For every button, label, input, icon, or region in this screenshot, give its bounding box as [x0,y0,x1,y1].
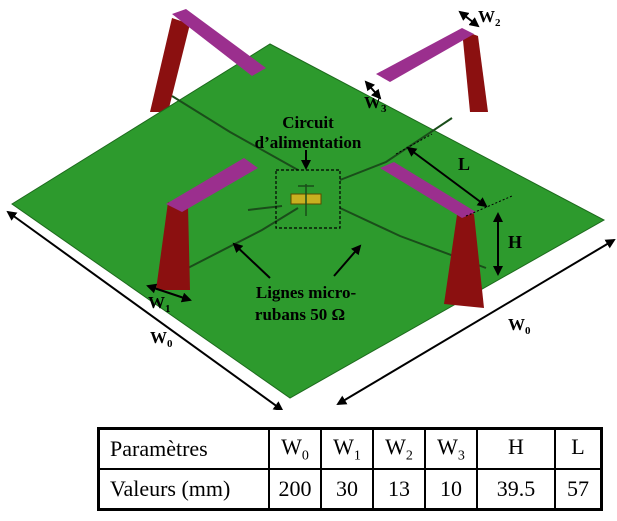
patch-arm-back-left [172,9,266,76]
value-cell: 13 [372,468,426,511]
w0-right-label: W0 [508,315,531,337]
row-header-params: Paramètres [97,427,270,470]
param-cell: L [554,427,603,470]
param-cell: H [476,427,556,470]
l-guide-top [395,133,433,155]
value-cell: 10 [424,468,478,511]
w1-arrow [146,283,192,303]
value-cell: 200 [268,468,322,511]
lines-label-line2: rubans 50 Ω [255,305,345,324]
l-arrow [406,146,488,208]
h-label: H [508,232,522,252]
w2-arrow [458,10,480,28]
l-guide-bottom [465,195,513,217]
circuit-label-line2: d’alimentation [255,133,362,152]
w3-arrow [364,80,382,100]
param-cell: W0 [268,427,322,470]
param-cell: W3 [424,427,478,470]
circuit-label-line1: Circuit [282,113,334,132]
feed-circuit-box [275,169,341,229]
lines-pointer-arrow-left [232,242,271,279]
patch-arm-back-right [376,28,474,82]
w2-label: W2 [478,7,501,29]
support-leg-back-right [462,30,488,112]
param-cell: W1 [320,427,374,470]
w0-left-label: W0 [150,328,173,350]
parameters-table: Paramètres W0 W1 W2 W3 H L Valeurs (mm) … [97,427,603,511]
w0-right-arrow [336,238,616,406]
lines-pointer-arrow-right [333,244,362,277]
value-cell: 57 [554,468,603,511]
antenna-diagram: Circuit d’alimentation Lignes micro- rub… [6,7,616,410]
value-cell: 39.5 [476,468,556,511]
w0-left-arrow [6,210,284,410]
table-row-params: Paramètres W0 W1 W2 W3 H L [97,427,603,470]
lines-label-line1: Lignes micro- [256,283,357,302]
patch-arm-front-left [166,158,258,212]
ground-plane [11,43,606,399]
support-leg-back-left [150,18,190,112]
value-cell: 30 [320,468,374,511]
l-label: L [458,154,470,174]
row-header-values: Valeurs (mm) [97,468,270,511]
param-cell: W2 [372,427,426,470]
w1-label: W1 [148,293,171,315]
w3-label: W3 [364,93,387,115]
table-row-values: Valeurs (mm) 200 30 13 10 39.5 57 [97,468,603,511]
feed-circuit [290,184,322,216]
